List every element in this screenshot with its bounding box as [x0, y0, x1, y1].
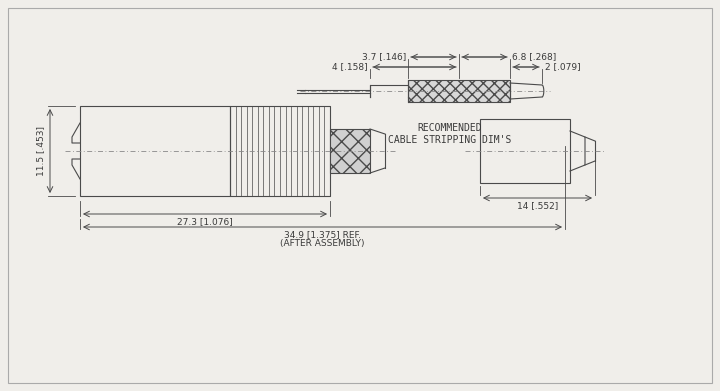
- Text: (AFTER ASSEMBLY): (AFTER ASSEMBLY): [280, 239, 365, 248]
- Text: RECOMMENDED
CABLE STRIPPING DIM'S: RECOMMENDED CABLE STRIPPING DIM'S: [388, 123, 512, 145]
- Bar: [80, 106, 230, 196]
- Polygon shape: [408, 80, 510, 102]
- Bar: [230, 106, 330, 196]
- Text: 27.3 [1.076]: 27.3 [1.076]: [177, 217, 233, 226]
- Text: 6.8 [.268]: 6.8 [.268]: [512, 52, 557, 61]
- Bar: [480, 119, 570, 183]
- Text: 4 [.158]: 4 [.158]: [333, 63, 368, 72]
- Polygon shape: [330, 129, 370, 173]
- Text: 2 [.079]: 2 [.079]: [545, 63, 580, 72]
- Text: 14 [.552]: 14 [.552]: [517, 201, 558, 210]
- Text: 3.7 [.146]: 3.7 [.146]: [361, 52, 406, 61]
- Text: 34.9 [1.375] REF.: 34.9 [1.375] REF.: [284, 230, 361, 239]
- Text: 11.5 [.453]: 11.5 [.453]: [36, 126, 45, 176]
